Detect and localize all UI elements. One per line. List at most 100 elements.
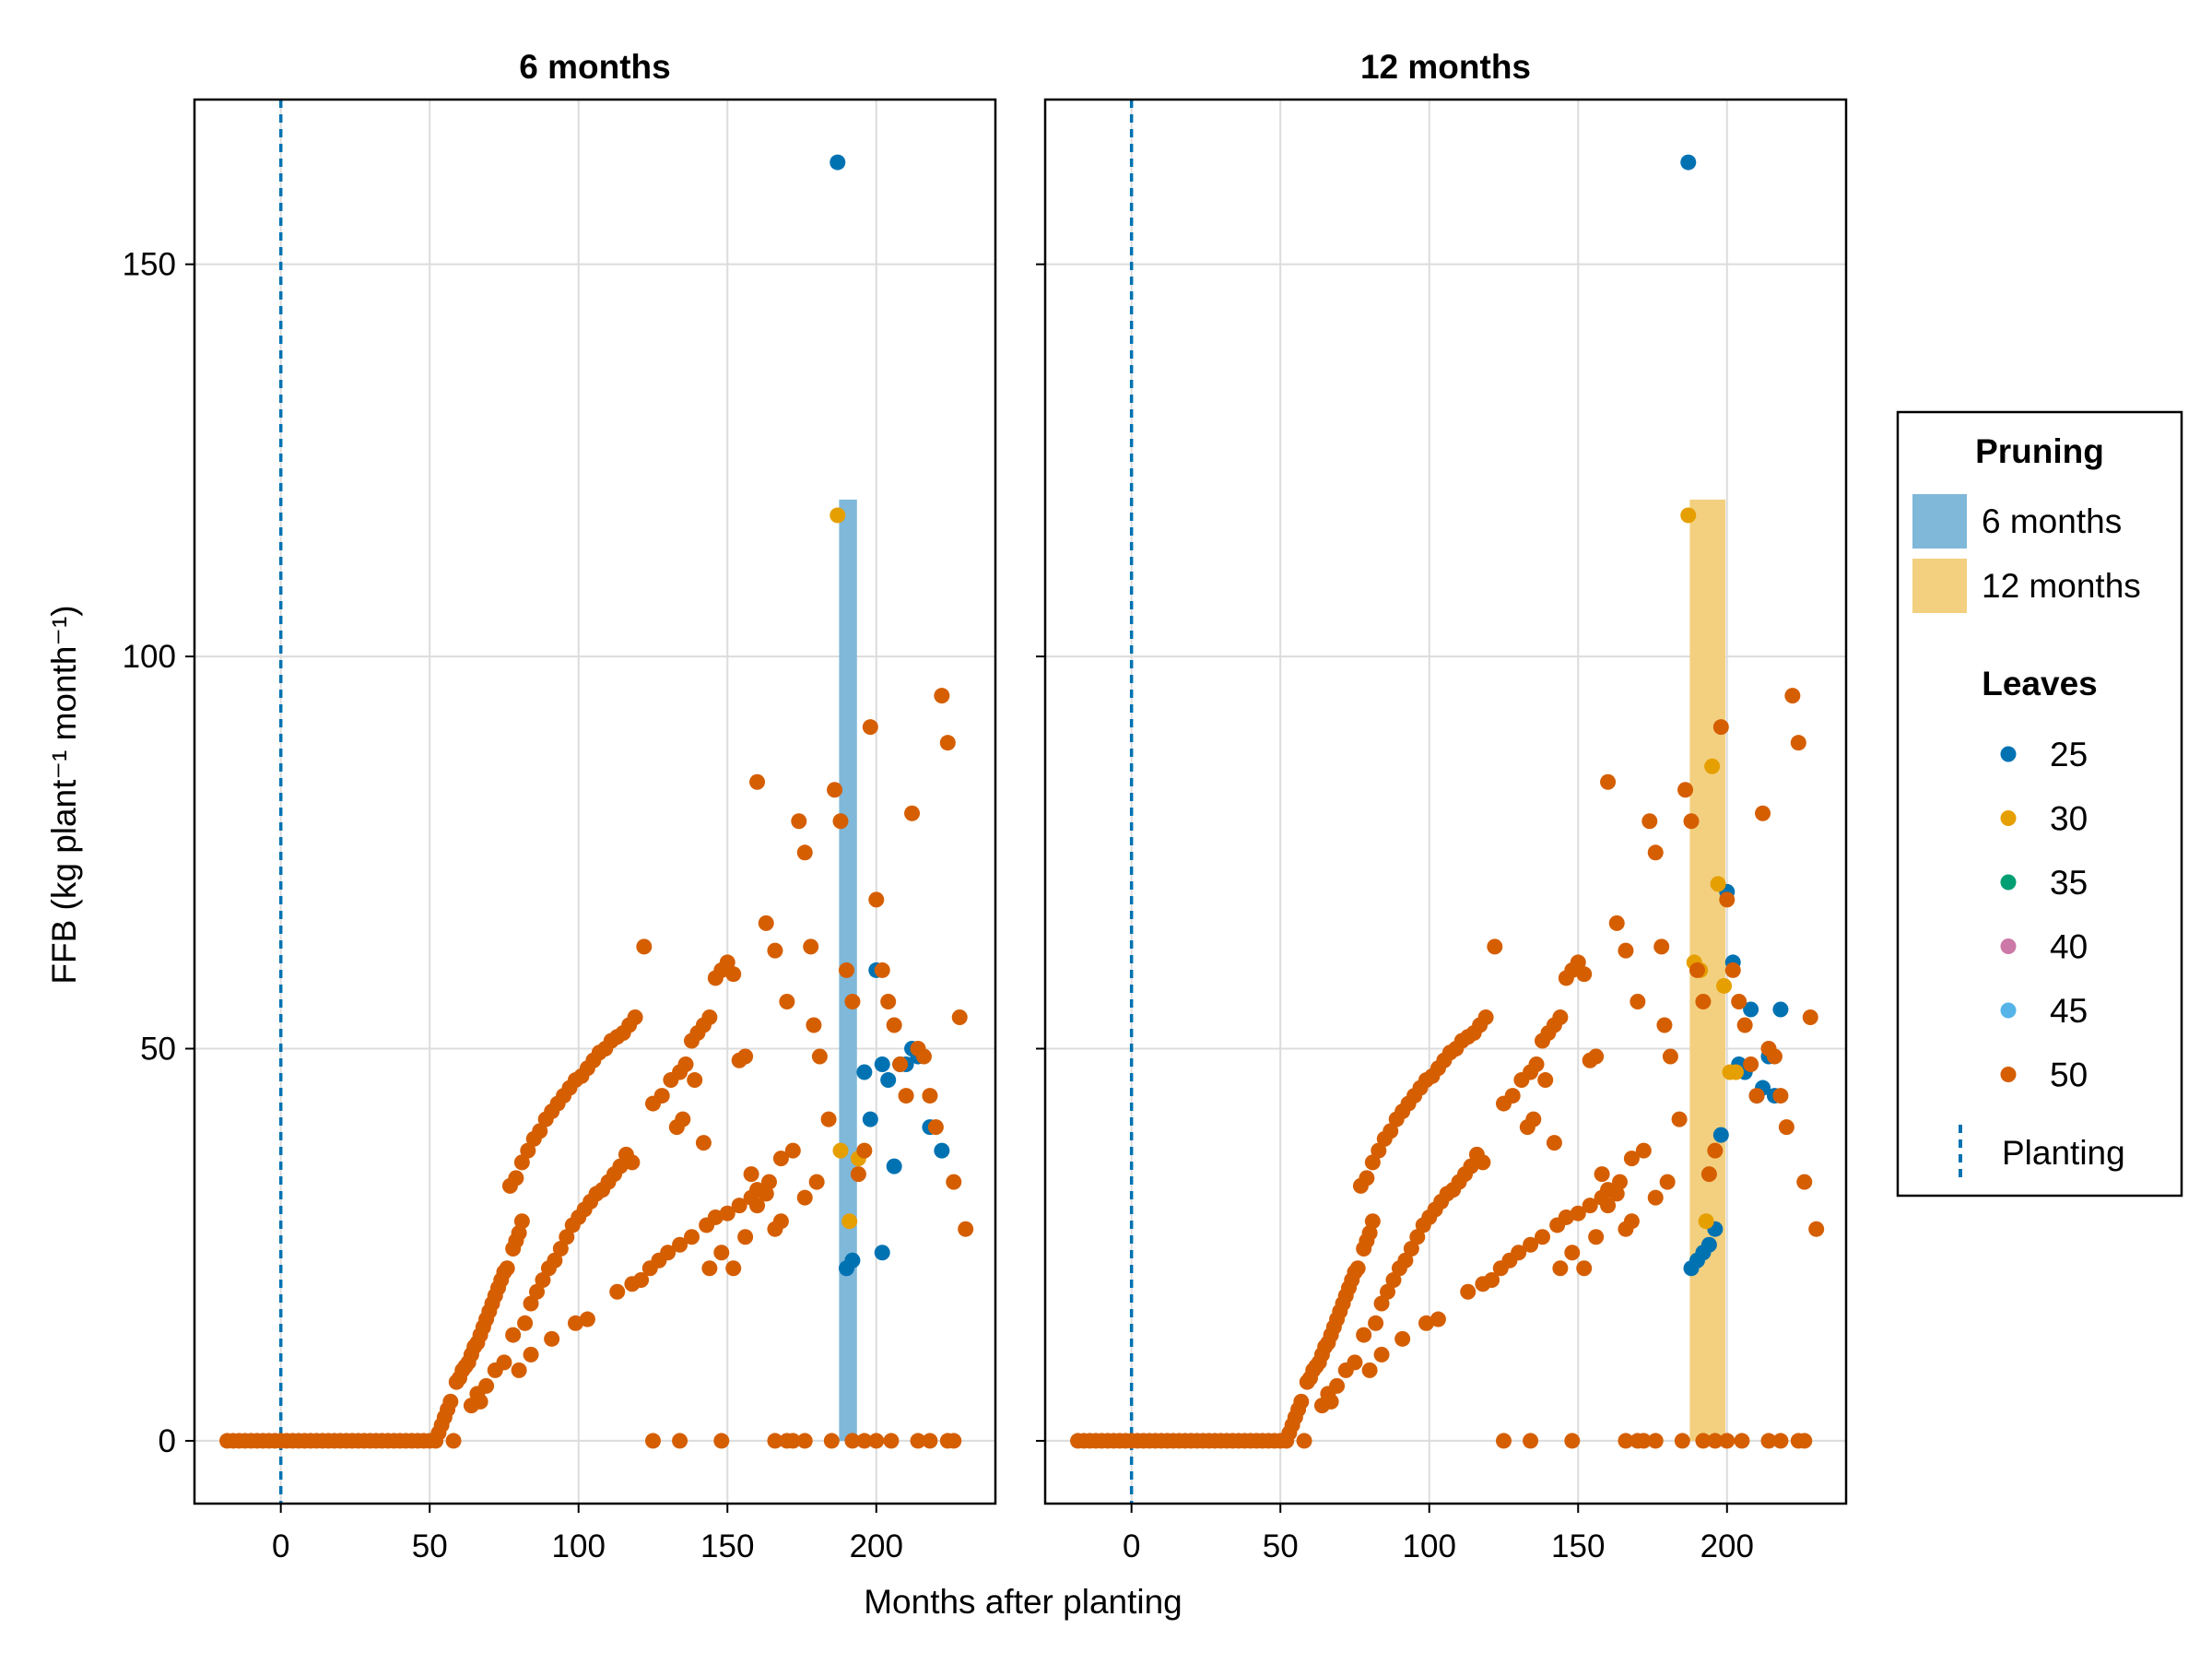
x-tick-label: 100 <box>1403 1528 1456 1564</box>
data-point-leaves-50 <box>513 1213 530 1230</box>
data-point-leaves-50 <box>1564 1433 1581 1449</box>
data-point-leaves-25 <box>844 1252 861 1269</box>
data-point-leaves-50 <box>1582 1198 1598 1214</box>
data-point-leaves-50 <box>683 1229 700 1245</box>
data-point-leaves-50 <box>946 1174 962 1190</box>
data-point-leaves-50 <box>1760 1433 1777 1449</box>
y-axis-title: FFB (kg plant⁻¹ month⁻¹) <box>45 605 83 984</box>
data-point-leaves-50 <box>823 1433 840 1449</box>
data-point-leaves-50 <box>1623 1213 1640 1230</box>
data-point-leaves-50 <box>772 1213 789 1230</box>
x-tick-label: 50 <box>412 1528 448 1564</box>
data-point-leaves-50 <box>1511 1245 1527 1261</box>
data-point-leaves-50 <box>687 1072 703 1089</box>
data-point-leaves-50 <box>910 1433 926 1449</box>
data-point-leaves-50 <box>1611 1174 1628 1190</box>
data-point-leaves-50 <box>1364 1154 1381 1171</box>
data-point-leaves-50 <box>1373 1295 1390 1312</box>
data-point-leaves-50 <box>1409 1229 1426 1245</box>
legend-planting-label: Planting <box>2002 1134 2125 1172</box>
data-point-leaves-50 <box>1724 962 1741 978</box>
data-point-leaves-50 <box>1546 1135 1562 1151</box>
data-point-leaves-50 <box>1403 1240 1419 1257</box>
data-point-leaves-30 <box>832 1142 849 1159</box>
data-point-leaves-50 <box>743 1166 759 1183</box>
data-point-leaves-50 <box>1564 1245 1581 1261</box>
data-point-leaves-50 <box>767 942 783 959</box>
data-point-leaves-50 <box>874 962 890 978</box>
data-point-leaves-50 <box>749 1198 766 1214</box>
data-point-leaves-50 <box>1484 1272 1500 1289</box>
data-point-leaves-50 <box>791 813 807 830</box>
data-point-leaves-50 <box>880 993 897 1009</box>
data-point-leaves-50 <box>767 1433 783 1449</box>
data-point-leaves-50 <box>850 1166 866 1183</box>
data-point-leaves-50 <box>844 1433 861 1449</box>
data-point-leaves-50 <box>1719 1433 1735 1449</box>
data-point-leaves-50 <box>636 938 653 955</box>
legend-leaves-title: Leaves <box>1982 665 2098 702</box>
data-point-leaves-50 <box>1630 993 1646 1009</box>
data-point-leaves-50 <box>1683 813 1700 830</box>
data-point-leaves-50 <box>1600 1198 1617 1214</box>
legend-leaves-marker <box>2000 1002 2017 1019</box>
data-point-leaves-50 <box>1641 813 1658 830</box>
data-point-leaves-25 <box>886 1158 902 1174</box>
data-point-leaves-50 <box>1635 1433 1652 1449</box>
data-point-leaves-50 <box>1796 1174 1813 1190</box>
data-point-leaves-50 <box>505 1327 522 1343</box>
data-point-leaves-50 <box>1347 1354 1363 1371</box>
data-point-leaves-50 <box>1712 719 1729 736</box>
data-point-leaves-50 <box>644 1433 661 1449</box>
data-point-leaves-50 <box>934 688 950 704</box>
data-point-leaves-50 <box>1677 782 1694 798</box>
data-point-leaves-50 <box>535 1272 551 1289</box>
data-point-leaves-50 <box>523 1295 539 1312</box>
data-point-leaves-50 <box>1588 1048 1605 1065</box>
data-point-leaves-50 <box>1359 1170 1375 1186</box>
x-tick-label: 200 <box>1700 1528 1754 1564</box>
data-point-leaves-50 <box>1674 1433 1690 1449</box>
data-point-leaves-50 <box>811 1048 828 1065</box>
data-point-leaves-50 <box>1534 1229 1550 1245</box>
legend-leaves-label: 25 <box>2050 736 2088 773</box>
data-point-leaves-50 <box>939 735 956 751</box>
data-point-leaves-50 <box>1653 938 1670 955</box>
data-point-leaves-25 <box>862 1111 878 1127</box>
data-point-leaves-50 <box>1523 1236 1539 1253</box>
data-point-leaves-25 <box>1680 154 1697 171</box>
data-point-leaves-50 <box>1371 1142 1387 1159</box>
data-point-leaves-50 <box>1600 773 1617 790</box>
data-point-leaves-50 <box>677 1056 694 1073</box>
data-point-leaves-50 <box>472 1393 488 1410</box>
data-point-leaves-50 <box>1731 993 1747 1009</box>
data-point-leaves-50 <box>1707 1433 1724 1449</box>
data-point-leaves-50 <box>1662 1048 1678 1065</box>
data-point-leaves-50 <box>1323 1393 1339 1410</box>
data-point-leaves-50 <box>1373 1346 1390 1363</box>
data-point-leaves-50 <box>862 719 878 736</box>
data-point-leaves-50 <box>1790 735 1806 751</box>
data-point-leaves-30 <box>830 507 846 524</box>
data-point-leaves-50 <box>1802 1009 1818 1025</box>
data-point-leaves-50 <box>758 1186 774 1202</box>
data-point-leaves-50 <box>1477 1009 1494 1025</box>
data-point-leaves-50 <box>1296 1433 1312 1449</box>
data-point-leaves-50 <box>672 1433 688 1449</box>
y-tick-label: 100 <box>123 639 176 675</box>
data-point-leaves-50 <box>1796 1433 1813 1449</box>
legend-leaves-label: 40 <box>2050 928 2088 966</box>
data-point-leaves-50 <box>1808 1221 1825 1237</box>
data-point-leaves-50 <box>701 1260 718 1277</box>
legend-pruning-swatch <box>1912 494 1967 549</box>
data-point-leaves-50 <box>568 1315 584 1331</box>
data-point-leaves-50 <box>946 1433 962 1449</box>
data-point-leaves-25 <box>1700 1236 1717 1253</box>
data-point-leaves-50 <box>1736 1017 1753 1033</box>
data-point-leaves-50 <box>1608 1186 1625 1202</box>
data-point-leaves-50 <box>1700 1166 1717 1183</box>
data-point-leaves-25 <box>934 1142 950 1159</box>
data-point-leaves-50 <box>1772 1088 1789 1104</box>
data-point-leaves-50 <box>478 1377 495 1394</box>
